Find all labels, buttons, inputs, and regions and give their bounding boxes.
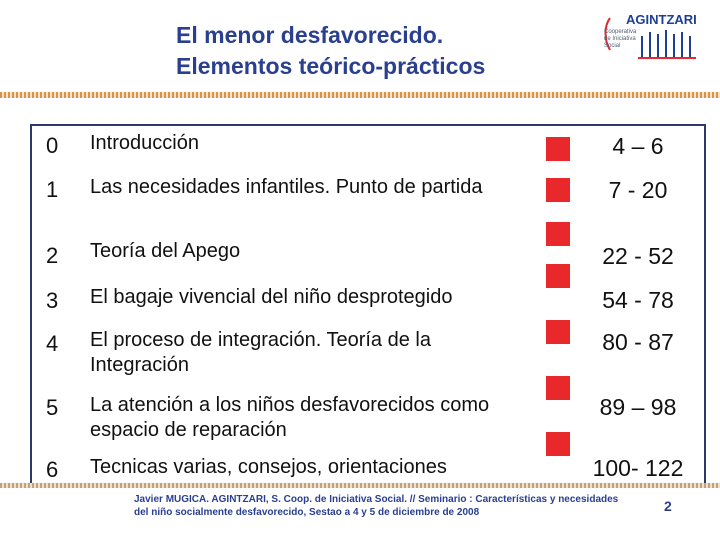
logo-tagline: Cooperativa de Iniciativa Social [604, 29, 637, 49]
agenda-number: 0 [46, 133, 59, 158]
agenda-pages: 80 - 87 [602, 329, 674, 355]
agenda-pages: 89 – 98 [599, 394, 677, 420]
agintzari-logo: AGINTZARI Cooperativa de Iniciativa Soci… [602, 12, 710, 68]
agenda-topic: Tecnicas varias, consejos, orientaciones [90, 456, 447, 478]
agenda-topic: Las necesidades infantiles. Punto de par… [90, 176, 483, 198]
agenda-pages: 7 - 20 [608, 177, 668, 203]
footer-credit: Javier MUGICA. AGINTZARI, S. Coop. de In… [134, 494, 619, 518]
agenda-number: 1 [46, 177, 59, 202]
agenda-bullet [546, 264, 570, 288]
agenda-bullet [546, 137, 570, 161]
slide-title: El menor desfavorecido. Elementos teóric… [176, 20, 576, 82]
slide-title-line-2: Elementos teórico-prácticos [176, 53, 486, 79]
logo-wordmark: AGINTZARI [626, 12, 697, 27]
agenda-pages: 54 - 78 [602, 287, 674, 313]
agenda-topic: Teoría del Apego [90, 240, 241, 262]
agenda-number: 3 [46, 288, 59, 313]
logo-icon [604, 17, 696, 59]
agenda-bullet [546, 222, 570, 246]
page-number: 2 [664, 498, 672, 514]
agenda-pages: 4 – 6 [612, 133, 664, 159]
agenda-topic: El proceso de integración. Teoría de la … [90, 329, 431, 376]
agenda-bullet [546, 376, 570, 400]
slide-title-line-1: El menor desfavorecido. [176, 22, 444, 48]
agenda-pages: 22 - 52 [602, 243, 674, 269]
agenda-number: 4 [46, 331, 59, 356]
agenda-bullet [546, 320, 570, 344]
agenda-topic: La atención a los niños desfavorecidos c… [90, 394, 490, 441]
agenda-topic: El bagaje vivencial del niño desprotegid… [90, 286, 453, 308]
agenda-number: 6 [46, 457, 59, 482]
agenda-bullet [546, 178, 570, 202]
agenda-number: 2 [46, 243, 59, 268]
bottom-divider [0, 483, 720, 488]
agenda-bullet [546, 432, 570, 456]
agenda-topic: Introducción [90, 132, 199, 154]
agenda-number: 5 [46, 395, 59, 420]
agenda-pages: 100- 122 [592, 455, 684, 481]
top-divider [0, 92, 720, 98]
